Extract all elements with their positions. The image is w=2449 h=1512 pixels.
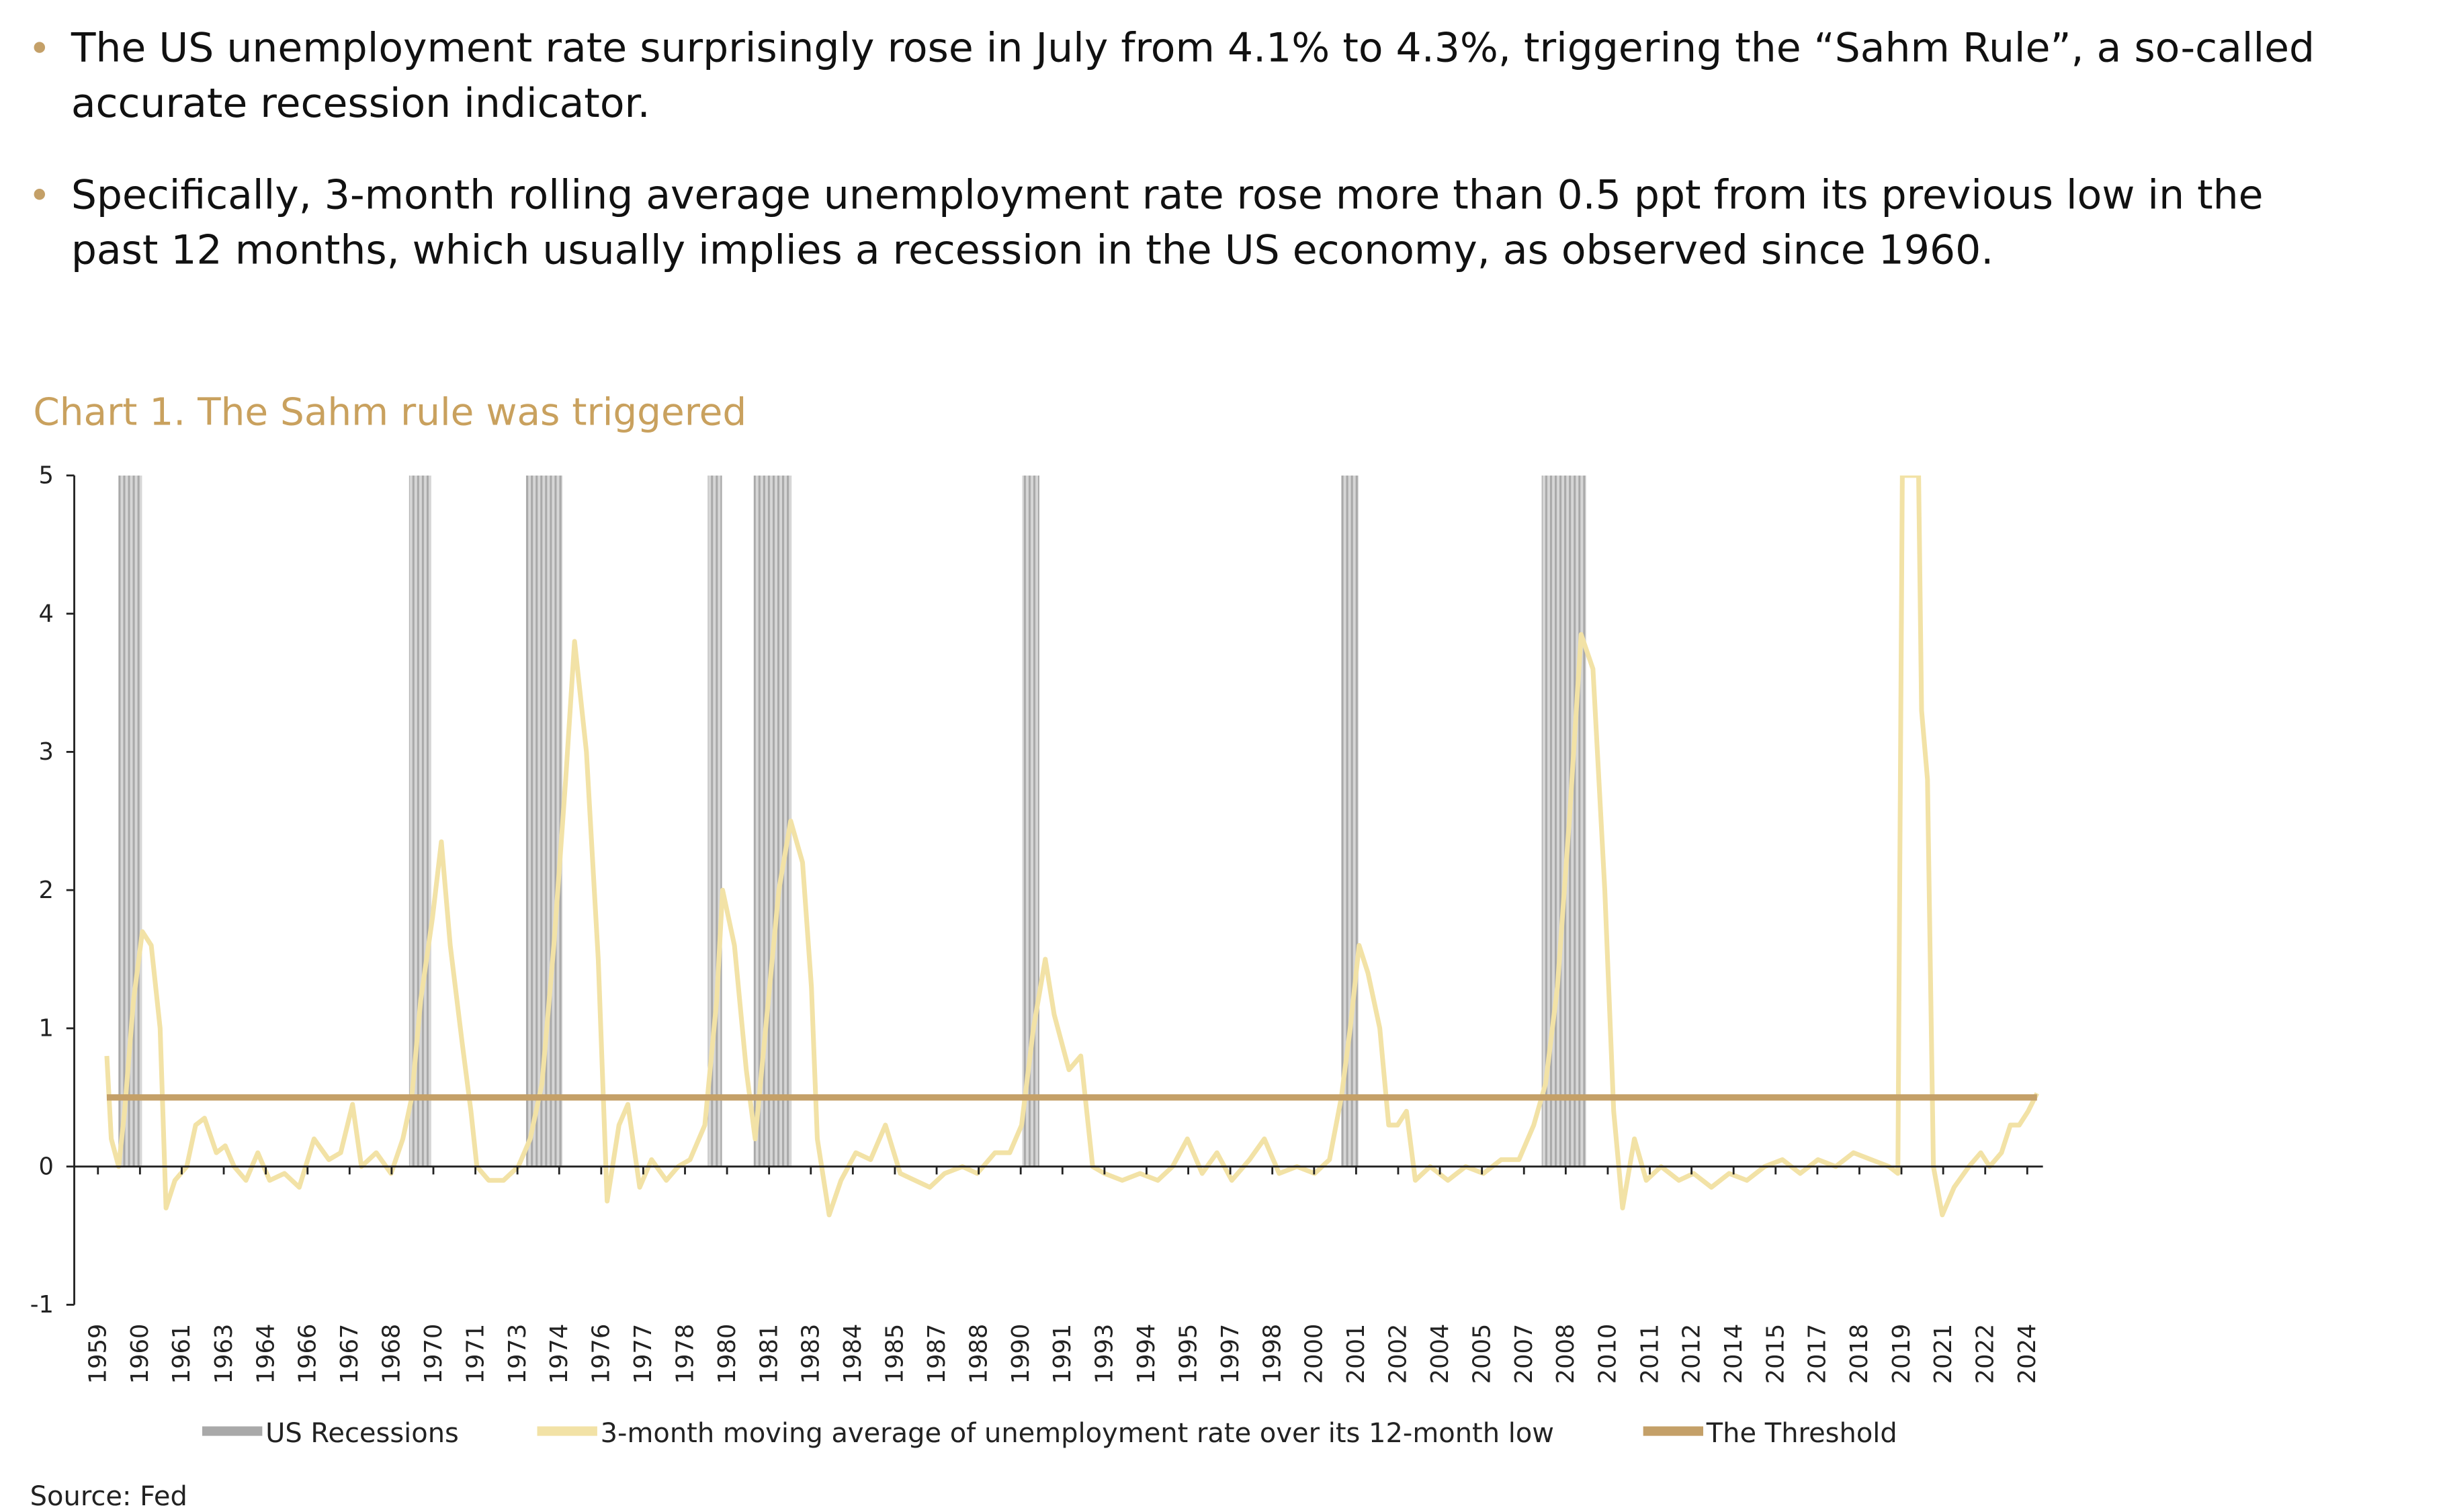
bullet-text: accurate recession indicator. — [71, 80, 650, 127]
x-tick-label: 1984 — [839, 1324, 867, 1384]
x-tick-label: 2021 — [1930, 1324, 1957, 1384]
x-tick-label: 1973 — [504, 1324, 531, 1384]
legend-label: 3-month moving average of unemployment r… — [601, 1418, 1554, 1449]
x-tick-label: 1994 — [1133, 1324, 1160, 1384]
x-tick-label: 1978 — [671, 1324, 699, 1384]
plot-area — [104, 475, 2039, 1218]
x-tick-label: 1983 — [798, 1324, 825, 1384]
recession-band — [753, 475, 792, 1167]
data-line — [104, 475, 2039, 1218]
x-tick-label: 1977 — [630, 1324, 657, 1384]
x-tick-label: 1963 — [210, 1324, 238, 1384]
x-tick-label: 1971 — [462, 1324, 489, 1384]
bullet-text: past 12 months, which usually implies a … — [71, 227, 1994, 274]
x-tick-label: 2000 — [1301, 1324, 1328, 1384]
bullet-text: Specifically, 3-month rolling average un… — [71, 171, 2264, 218]
y-tick-label: 3 — [39, 738, 54, 766]
y-tick-label: 5 — [39, 462, 54, 490]
x-tick-label: 1967 — [336, 1324, 363, 1384]
y-tick-label: 4 — [39, 600, 54, 627]
x-tick-label: 1964 — [252, 1324, 280, 1384]
legend-swatch — [1643, 1426, 1704, 1436]
x-tick-label: 2022 — [1971, 1324, 1999, 1384]
bullet-dot — [34, 42, 46, 53]
source: Source: Fed — [30, 1481, 187, 1512]
bullet-dot — [34, 189, 46, 200]
x-tick-label: 1997 — [1217, 1324, 1244, 1384]
x-tick-label: 1987 — [923, 1324, 951, 1384]
chart-title: Chart 1. The Sahm rule was triggered — [33, 391, 746, 435]
x-tick-label: 1970 — [420, 1324, 447, 1384]
y-tick-label: -1 — [30, 1291, 54, 1319]
y-tick-label: 0 — [39, 1153, 54, 1180]
x-tick-label: 2018 — [1846, 1324, 1873, 1384]
recession-band — [1341, 475, 1359, 1167]
x-tick-label: 1993 — [1091, 1324, 1119, 1384]
x-tick-label: 2014 — [1720, 1324, 1748, 1384]
x-tick-label: 2011 — [1636, 1324, 1664, 1384]
x-tick-label: 2008 — [1552, 1324, 1580, 1384]
x-tick-label: 1991 — [1049, 1324, 1076, 1384]
y-tick-label: 2 — [39, 877, 54, 904]
y-tick-label: 1 — [39, 1015, 54, 1042]
x-tick-label: 2015 — [1762, 1324, 1790, 1384]
bullet-text: The US unemployment rate surprisingly ro… — [71, 25, 2315, 72]
x-tick-label: 1985 — [882, 1324, 909, 1384]
x-tick-label: 1974 — [546, 1324, 573, 1384]
x-tick-label: 1980 — [714, 1324, 741, 1384]
x-tick-label: 1966 — [294, 1324, 321, 1384]
x-tick-label: 2024 — [2014, 1324, 2041, 1384]
x-tick-label: 2001 — [1342, 1324, 1370, 1384]
legend-label: The Threshold — [1706, 1418, 1897, 1449]
x-tick-label: 1990 — [1007, 1324, 1035, 1384]
x-tick-label: 2002 — [1385, 1324, 1412, 1384]
x-tick-label: 2017 — [1804, 1324, 1832, 1384]
x-tick-label: 1961 — [168, 1324, 196, 1384]
x-tick-label: 2005 — [1468, 1324, 1496, 1384]
x-tick-label: 2012 — [1678, 1324, 1705, 1384]
x-tick-label: 2010 — [1594, 1324, 1622, 1384]
x-tick-label: 2004 — [1426, 1324, 1454, 1384]
x-tick-label: 1968 — [378, 1324, 406, 1384]
x-tick-label: 1998 — [1258, 1324, 1286, 1384]
legend-swatch — [537, 1426, 597, 1436]
legend-label: US Recessions — [265, 1418, 459, 1449]
x-tick-label: 1976 — [588, 1324, 615, 1384]
x-tick-label: 2019 — [1888, 1324, 1916, 1384]
legend-swatch — [202, 1426, 263, 1436]
x-tick-label: 1960 — [126, 1324, 154, 1384]
x-tick-label: 1959 — [85, 1324, 112, 1384]
x-tick-label: 1988 — [965, 1324, 992, 1384]
x-tick-label: 2007 — [1510, 1324, 1538, 1384]
x-tick-label: 1995 — [1174, 1324, 1202, 1384]
x-tick-label: 1981 — [755, 1324, 783, 1384]
recession-band — [409, 475, 431, 1167]
